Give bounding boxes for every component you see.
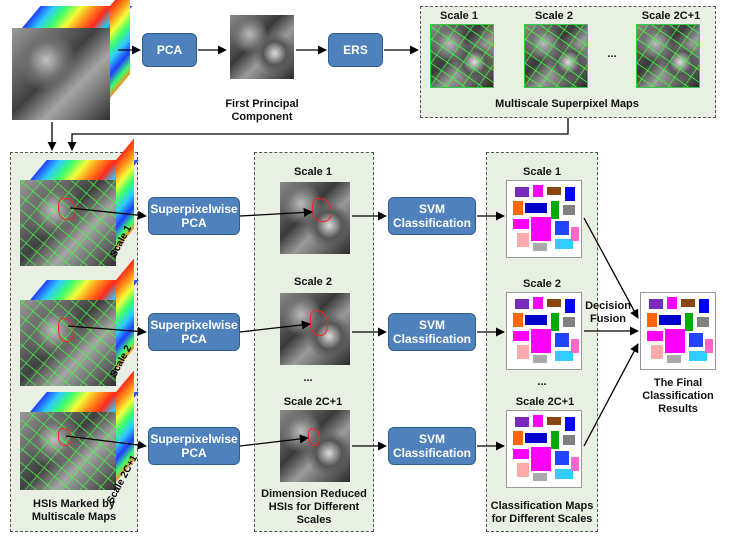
svm-label-1: SVM Classification	[392, 202, 472, 230]
svm-box-3: SVM Classification	[388, 427, 476, 465]
superpixelwise-pca-box-1: Superpixelwise PCA	[148, 197, 240, 235]
mid-ellipsis: ...	[303, 372, 313, 384]
top-scale-2c1-label: Scale 2C+1	[641, 10, 701, 22]
reduced-hsi-scale-2c1	[280, 410, 350, 482]
right-scale-2c1-label: Scale 2C+1	[515, 396, 575, 408]
classification-map-scale-2c1	[506, 410, 582, 488]
classification-maps-caption: Classification Maps for Different Scales	[490, 500, 594, 525]
ers-box: ERS	[328, 33, 383, 67]
mid-scale-2-label: Scale 2	[294, 276, 332, 288]
top-ellipsis: ...	[607, 48, 617, 60]
top-scale-1-label: Scale 1	[440, 10, 478, 22]
decision-fusion-label: Decision Fusion	[585, 300, 631, 325]
superpixelwise-pca-label-1: Superpixelwise PCA	[150, 202, 238, 230]
superpixel-map-scale-2	[524, 24, 588, 88]
dimension-reduced-caption: Dimension Reduced HSIs for Different Sca…	[261, 488, 367, 526]
svm-box-2: SVM Classification	[388, 313, 476, 351]
multiscale-caption: Multiscale Superpixel Maps	[495, 98, 639, 110]
superpixel-map-scale-1	[430, 24, 494, 88]
right-scale-1-label: Scale 1	[523, 166, 561, 178]
superpixelwise-pca-label-2: Superpixelwise PCA	[150, 318, 238, 346]
top-scale-2-label: Scale 2	[535, 10, 573, 22]
svm-box-1: SVM Classification	[388, 197, 476, 235]
right-ellipsis: ...	[537, 376, 547, 388]
svm-label-2: SVM Classification	[392, 318, 472, 346]
superpixelwise-pca-box-2: Superpixelwise PCA	[148, 313, 240, 351]
svm-label-3: SVM Classification	[392, 432, 472, 460]
mid-region-3	[308, 428, 320, 446]
ers-label: ERS	[343, 43, 368, 57]
first-principal-component-image	[230, 15, 294, 79]
pca-label: PCA	[156, 43, 183, 57]
mid-scale-1-label: Scale 1	[294, 166, 332, 178]
final-classification-label: The Final Classification Results	[642, 377, 714, 415]
first-pc-label: First Principal Component	[225, 98, 299, 123]
right-scale-2-label: Scale 2	[523, 278, 561, 290]
final-classification-map	[640, 292, 716, 370]
mid-scale-2c1-label: Scale 2C+1	[283, 396, 343, 408]
superpixelwise-pca-box-3: Superpixelwise PCA	[148, 427, 240, 465]
classification-map-scale-1	[506, 180, 582, 258]
pca-box: PCA	[142, 33, 197, 67]
superpixel-map-scale-2c1	[636, 24, 700, 88]
superpixelwise-pca-label-3: Superpixelwise PCA	[150, 432, 238, 460]
hsis-marked-caption: HSIs Marked by Multiscale Maps	[31, 498, 117, 523]
classification-map-scale-2	[506, 292, 582, 370]
